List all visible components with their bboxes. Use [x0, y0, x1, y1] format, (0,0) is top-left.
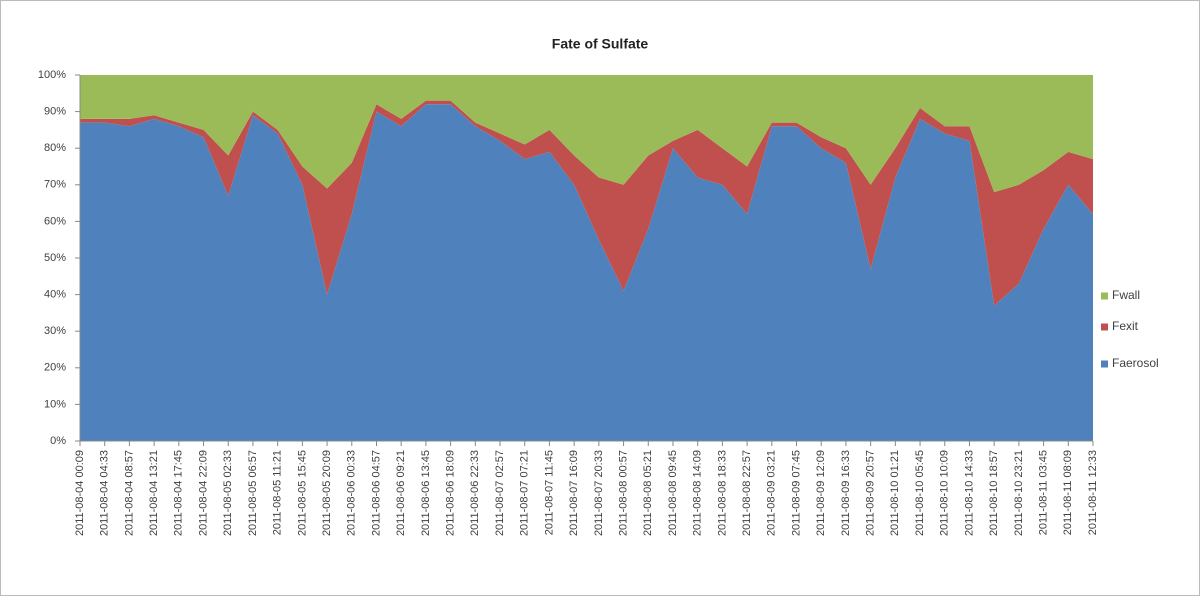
- x-tick-label: 2011-08-06 22:33: [469, 450, 481, 536]
- x-tick-label: 2011-08-04 22:09: [197, 450, 209, 536]
- x-tick-label: 2011-08-10 18:57: [988, 450, 1000, 536]
- x-tick-label: 2011-08-07 20:33: [593, 450, 605, 536]
- x-tick-label: 2011-08-09 16:33: [840, 450, 852, 536]
- x-tick-label: 2011-08-04 08:57: [123, 450, 135, 536]
- x-tick-label: 2011-08-04 00:09: [74, 450, 86, 536]
- x-tick-label: 2011-08-08 05:21: [642, 450, 654, 536]
- x-tick-label: 2011-08-08 09:45: [667, 450, 679, 536]
- chart-title: Fate of Sulfate: [552, 36, 649, 52]
- legend-swatch: [1101, 292, 1108, 300]
- y-tick-label: 70%: [44, 179, 66, 191]
- x-tick-label: 2011-08-11 03:45: [1037, 450, 1049, 535]
- x-tick-label: 2011-08-09 12:09: [815, 450, 827, 536]
- area: [80, 104, 1093, 441]
- x-tick-label: 2011-08-08 18:33: [716, 450, 728, 536]
- area: [80, 75, 1093, 193]
- y-tick-label: 90%: [44, 106, 66, 118]
- x-tick-label: 2011-08-11 12:33: [1087, 450, 1099, 535]
- x-tick-label: 2011-08-06 18:09: [445, 450, 457, 536]
- x-tick-label: 2011-08-11 08:09: [1062, 450, 1074, 535]
- legend-label: Fexit: [1112, 319, 1139, 333]
- x-tick-label: 2011-08-06 13:45: [420, 450, 432, 536]
- x-tick-label: 2011-08-06 04:57: [370, 450, 382, 536]
- x-tick-label: 2011-08-05 02:33: [222, 450, 234, 536]
- y-tick-label: 30%: [44, 325, 66, 337]
- x-tick-label: 2011-08-04 17:45: [173, 450, 185, 536]
- x-tick-label: 2011-08-05 15:45: [296, 450, 308, 536]
- x-tick-label: 2011-08-07 16:09: [568, 450, 580, 536]
- y-tick-label: 80%: [44, 142, 66, 154]
- y-tick-label: 50%: [44, 252, 66, 264]
- x-tick-label: 2011-08-09 03:21: [766, 450, 778, 536]
- area: [80, 100, 1093, 306]
- legend-label: Fwall: [1112, 288, 1140, 302]
- x-tick-label: 2011-08-06 00:33: [346, 450, 358, 536]
- y-tick-label: 10%: [44, 398, 66, 410]
- x-tick-label: 2011-08-10 05:45: [914, 450, 926, 536]
- legend-swatch: [1101, 323, 1108, 331]
- x-tick-label: 2011-08-10 01:21: [889, 450, 901, 536]
- x-tick-label: 2011-08-07 02:57: [494, 450, 506, 536]
- x-tick-label: 2011-08-05 11:21: [272, 450, 284, 535]
- x-tick-label: 2011-08-08 14:09: [692, 450, 704, 536]
- x-tick-label: 2011-08-09 20:57: [865, 450, 877, 536]
- x-tick-label: 2011-08-08 00:57: [617, 450, 629, 536]
- x-tick-label: 2011-08-07 07:21: [519, 450, 531, 536]
- x-tick-label: 2011-08-10 10:09: [939, 450, 951, 536]
- x-tick-label: 2011-08-10 14:33: [963, 450, 975, 536]
- y-tick-label: 40%: [44, 289, 66, 301]
- x-tick-label: 2011-08-04 13:21: [148, 450, 160, 536]
- y-tick-label: 0%: [50, 435, 66, 447]
- x-tick-label: 2011-08-07 11:45: [543, 450, 555, 535]
- x-tick-label: 2011-08-10 23:21: [1013, 450, 1025, 536]
- legend-swatch: [1101, 360, 1108, 368]
- y-tick-label: 100%: [38, 69, 66, 81]
- x-tick-label: 2011-08-05 20:09: [321, 450, 333, 536]
- x-tick-label: 2011-08-09 07:45: [790, 450, 802, 536]
- x-tick-label: 2011-08-06 09:21: [395, 450, 407, 536]
- legend-label: Faerosol: [1112, 356, 1159, 370]
- y-tick-label: 20%: [44, 362, 66, 374]
- x-tick-label: 2011-08-05 06:57: [247, 450, 259, 536]
- y-tick-label: 60%: [44, 215, 66, 227]
- x-tick-label: 2011-08-08 22:57: [741, 450, 753, 536]
- x-tick-label: 2011-08-04 04:33: [99, 450, 111, 536]
